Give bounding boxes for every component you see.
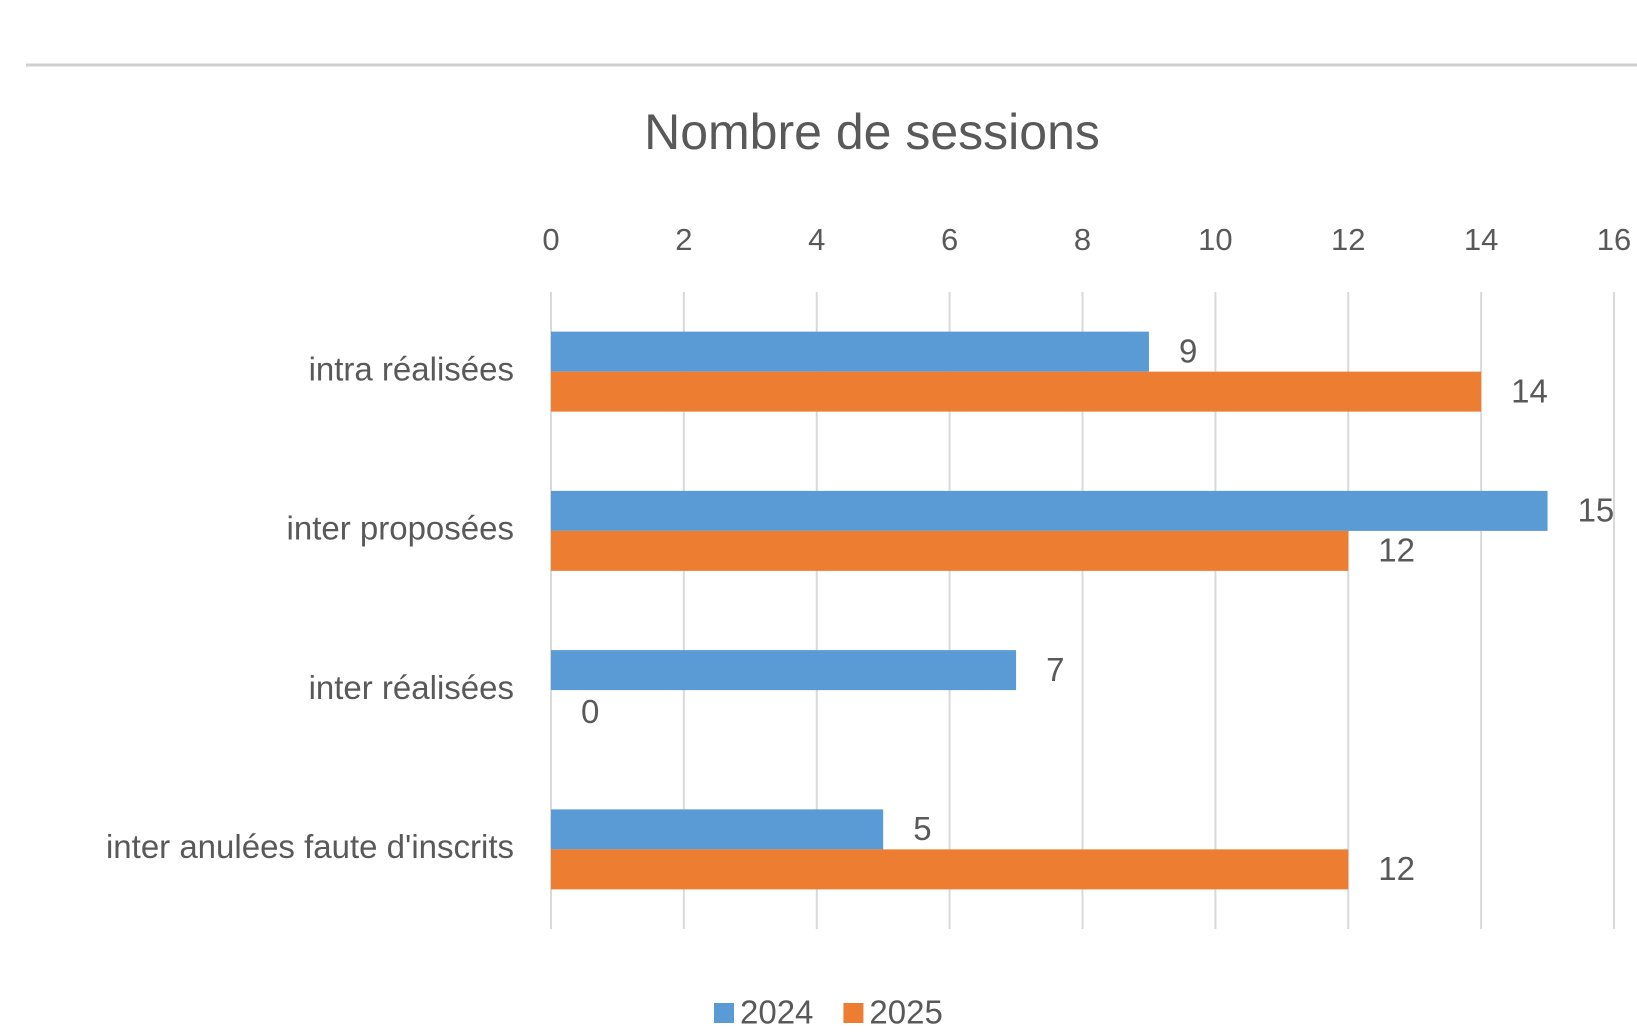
y-tick-label: inter anulées faute d'inscrits xyxy=(106,828,514,865)
x-tick-label: 10 xyxy=(1198,222,1232,257)
data-label: 5 xyxy=(913,810,931,847)
data-label: 12 xyxy=(1378,850,1415,887)
x-tick-label: 0 xyxy=(542,222,559,257)
y-tick-label: inter réalisées xyxy=(309,669,514,706)
data-label: 14 xyxy=(1511,372,1548,409)
data-label: 12 xyxy=(1378,532,1415,569)
x-tick-label: 8 xyxy=(1074,222,1091,257)
data-label: 0 xyxy=(581,693,599,730)
data-label: 7 xyxy=(1046,651,1064,688)
bar xyxy=(551,490,1548,531)
bar xyxy=(551,650,1017,691)
bar xyxy=(551,530,1349,571)
y-tick-label: inter proposées xyxy=(287,510,514,547)
x-tick-label: 16 xyxy=(1597,222,1631,257)
x-tick-label: 2 xyxy=(675,222,692,257)
x-tick-label: 14 xyxy=(1464,222,1498,257)
legend-swatch xyxy=(714,1003,734,1023)
bar xyxy=(551,331,1149,372)
bar xyxy=(551,809,884,850)
data-label: 9 xyxy=(1179,332,1197,369)
legend-swatch xyxy=(843,1003,864,1023)
data-label: 15 xyxy=(1578,492,1615,529)
x-tick-label: 12 xyxy=(1331,222,1365,257)
bar xyxy=(551,849,1349,890)
y-tick-label: intra réalisées xyxy=(309,350,514,387)
x-tick-label: 4 xyxy=(808,222,825,257)
bar xyxy=(551,371,1482,412)
legend-label: 2025 xyxy=(869,994,942,1031)
x-tick-label: 6 xyxy=(941,222,958,257)
legend-label: 2024 xyxy=(740,994,813,1031)
chart-title: Nombre de sessions xyxy=(644,104,1100,160)
